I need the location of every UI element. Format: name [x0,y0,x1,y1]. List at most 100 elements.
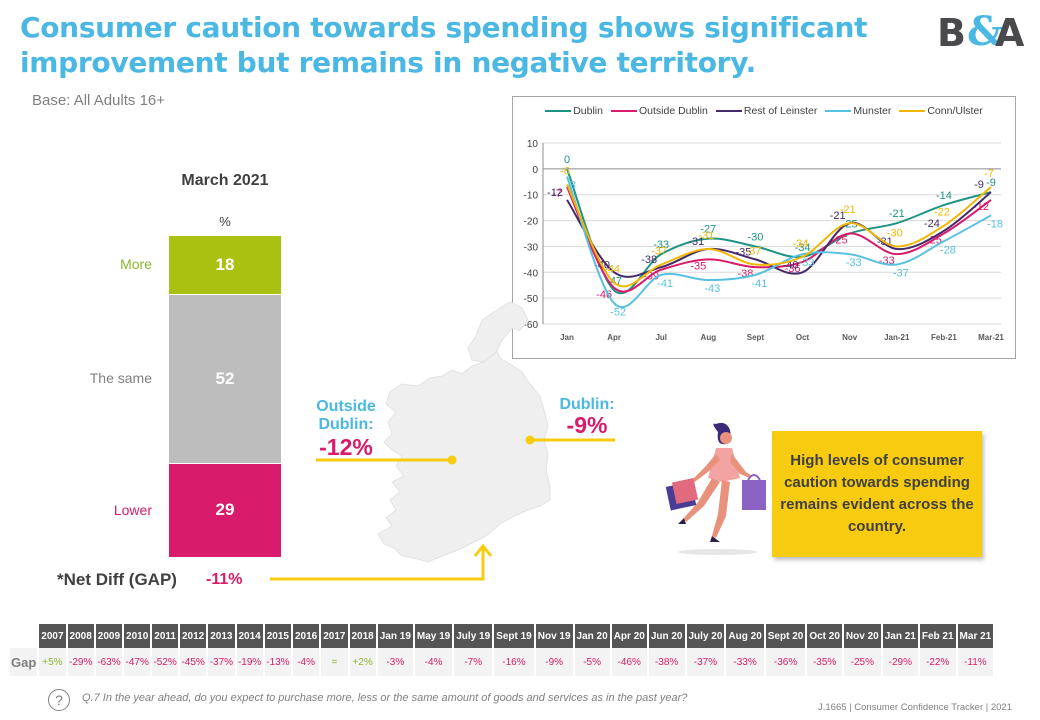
gap-column-header: 2011 [152,624,178,648]
gap-cell: -9% [535,648,573,676]
data-label: -3 [566,180,576,192]
bar-segment-lower: 29 [169,463,281,557]
data-label: -22 [934,207,950,219]
gap-column-header: 2016 [293,624,320,648]
gap-cell: -13% [264,648,291,676]
data-label: -52 [610,306,626,318]
series-line-rest-of-leinster [566,191,992,278]
data-label: -41 [751,278,767,290]
data-label: -21 [830,210,846,222]
gap-column-header: Jan 21 [882,624,918,648]
gap-cell: -52% [152,648,178,676]
bar-segment-value: 29 [215,500,235,520]
legend-label: Dublin [573,105,603,117]
gap-cell: +5% [39,648,66,676]
data-label: -34 [793,238,809,250]
key-message-box: High levels of consumer caution towards … [772,431,982,557]
data-label: -28 [940,244,956,256]
data-label: -44 [604,264,620,276]
gap-column-header: 2010 [124,624,151,648]
data-label: -31 [688,236,704,248]
y-tick-label: -30 [524,242,539,253]
gap-column-header: Jun 20 [648,624,685,648]
bar-unit: % [219,214,231,229]
bar-segment-value: 52 [215,368,235,388]
gap-column-header: 2013 [208,624,235,648]
gap-cell: -35% [807,648,842,676]
bar-segment-same: 52 [169,294,281,463]
logo-ampersand: & [967,8,1004,55]
x-tick-label: Aug [701,333,717,342]
gap-cell: -29% [882,648,918,676]
data-label: -12 [547,187,563,199]
legend-swatch [825,110,852,112]
ireland-map [377,301,551,563]
net-diff-arrow [270,548,485,581]
gap-column-header: Apr 20 [611,624,647,648]
ireland-shape [377,301,551,563]
x-tick-label: Jan-21 [884,333,910,342]
legend-item: Dublin [545,105,603,117]
data-label: -14 [936,190,952,202]
x-tick-label: Apr [607,333,621,342]
data-label: -33 [846,257,862,269]
legend-swatch [715,110,742,112]
gap-column-header: Jan 20 [574,624,610,648]
gap-cell: +2% [349,648,376,676]
y-tick-label: -40 [524,268,539,279]
footer-source: J.1665 | Consumer Confidence Tracker | 2… [818,702,1012,713]
gap-column-header: July 20 [686,624,725,648]
data-label: -27 [700,224,716,236]
y-tick-label: -60 [524,320,539,331]
x-tick-label: Jan [560,333,574,342]
gap-cell: -47% [124,648,151,676]
y-tick-label: -50 [524,294,539,305]
shopper-illustration [665,422,766,555]
gap-cell: -29% [67,648,94,676]
data-label: -7 [552,188,562,200]
data-label: -41 [657,278,673,290]
data-label: -7 [984,168,994,180]
gap-cell: -19% [236,648,263,676]
line-chart-panel: Dublin Outside Dublin Rest of Leinster Muns… [512,96,1016,359]
ireland-shape-north [467,301,529,363]
data-label: -43 [704,283,720,295]
gap-cell: -22% [919,648,956,676]
arrow-head-icon [473,543,493,557]
bar-heading: March 2021 [181,172,269,189]
gap-cell: -16% [494,648,534,676]
data-label: -30 [747,231,763,243]
gap-cell: -33% [726,648,764,676]
data-label: -35 [690,260,706,272]
outside-dublin-title: Outside Dublin: [316,398,376,433]
bar-label-same: The same [89,370,152,387]
logo-letter-a: A [995,11,1025,55]
data-label: -33 [653,239,669,251]
gap-column-header: Nov 19 [535,624,573,648]
data-label: -31 [698,230,714,242]
series-line-munster [566,176,992,309]
gap-column-header: Sept 20 [765,624,806,648]
data-label: -24 [924,218,940,230]
data-label: -9 [974,179,984,191]
x-tick-label: Oct [796,333,810,342]
gap-cell: -4% [414,648,453,676]
dublin-dot [525,435,535,445]
data-label: -21 [889,208,905,220]
data-label: -30 [887,227,903,239]
series-line-dublin [566,168,992,295]
gap-cell: -7% [454,648,493,676]
gap-column-header: Oct 20 [807,624,842,648]
net-diff-label: *Net Diff (GAP) [57,570,177,589]
data-label: -6 [560,165,570,177]
data-label: -37 [893,268,909,280]
survey-question: Q.7 In the year ahead, do you expect to … [82,692,688,704]
dublin-title: Dublin: [559,396,615,413]
bar-label-lower: Lower [113,501,152,518]
net-diff-value: -11% [206,571,243,588]
x-tick-label: Feb-21 [931,333,957,342]
bar-label-more: More [120,256,152,273]
data-label: -34 [795,242,811,254]
gap-cell: -4% [293,648,320,676]
